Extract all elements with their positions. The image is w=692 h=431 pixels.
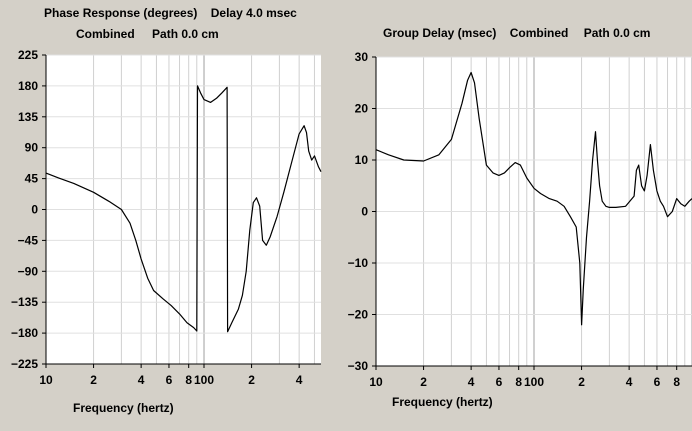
phase-y-tick-label: −135: [11, 295, 38, 309]
phase-y-tick-label: 90: [25, 141, 39, 155]
delay-x-tick-label: 2: [578, 375, 585, 389]
delay-y-tick-label: 0: [361, 205, 368, 219]
phase-series-line: [45, 85, 322, 333]
delay-y-tick-label: −20: [348, 308, 369, 322]
phase-x-tick-label: 2: [90, 373, 97, 387]
phase-x-tick-label: 4: [296, 373, 303, 387]
delay-y-tick-label: 30: [355, 50, 369, 64]
phase-y-tick-label: 225: [18, 48, 38, 62]
phase-x-tick-label: 2: [248, 373, 255, 387]
phase-combined-label: Combined: [76, 27, 135, 41]
phase-path-label: Path 0.0 cm: [152, 27, 219, 41]
delay-x-tick-label: 4: [468, 375, 475, 389]
delay-path-label: Path 0.0 cm: [583, 26, 651, 40]
phase-delay-label: Delay 4.0 msec: [210, 6, 297, 20]
phase-x-tick-label: 4: [138, 373, 145, 387]
delay-x-tick-label: 6: [654, 375, 661, 389]
phase-subtitle: Combined Path 0.0 cm: [76, 27, 219, 41]
delay-y-tick-label: 20: [355, 102, 369, 116]
delay-series-line: [375, 71, 692, 326]
phase-y-tick-label: 180: [18, 79, 38, 93]
phase-y-tick-label: −225: [11, 357, 38, 371]
phase-xlabel: Frequency (hertz): [73, 401, 174, 415]
delay-y-tick-label: 10: [355, 153, 369, 167]
delay-x-tick-label: 10: [369, 375, 383, 389]
delay-combined-label: Combined: [509, 26, 569, 40]
phase-y-tick-label: −45: [18, 233, 39, 247]
phase-x-tick-label: 100: [194, 373, 214, 387]
phase-y-tick-label: −180: [11, 326, 38, 340]
delay-xlabel: Frequency (hertz): [392, 395, 493, 409]
phase-y-tick-label: 0: [31, 203, 38, 217]
delay-x-tick-label: 8: [673, 375, 680, 389]
phase-title-text: Phase Response (degrees): [44, 6, 198, 20]
delay-y-tick-label: −30: [348, 359, 369, 373]
phase-title: Phase Response (degrees) Delay 4.0 msec: [44, 6, 297, 20]
delay-x-tick-label: 2: [420, 375, 427, 389]
delay-x-tick-label: 4: [626, 375, 633, 389]
delay-x-tick-label: 6: [496, 375, 503, 389]
delay-y-tick-label: −10: [348, 256, 369, 270]
phase-y-tick-label: 135: [18, 110, 38, 124]
phase-y-tick-label: −90: [18, 264, 39, 278]
phase-x-tick-label: 8: [185, 373, 192, 387]
delay-title: Group Delay (msec) Combined Path 0.0 cm: [383, 26, 650, 40]
phase-x-tick-label: 6: [166, 373, 173, 387]
phase-x-tick-label: 10: [39, 373, 53, 387]
phase-y-tick-label: 45: [25, 172, 39, 186]
delay-x-tick-label: 100: [524, 375, 544, 389]
delay-x-tick-label: 8: [515, 375, 522, 389]
delay-title-text: Group Delay (msec): [383, 26, 497, 40]
